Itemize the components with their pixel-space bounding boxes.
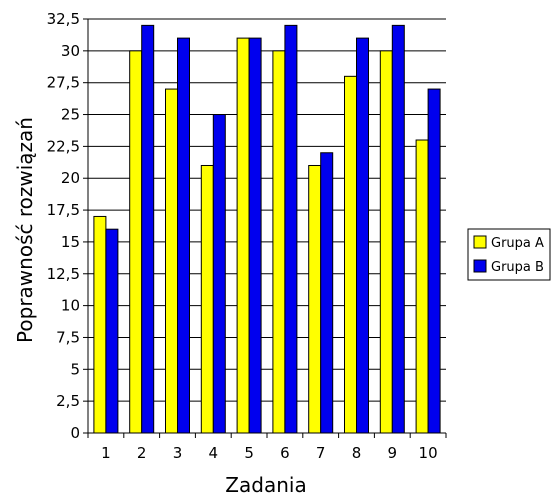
x-tick-labels: 1 2 3 4 5 6 7 8 9 10 — [101, 444, 438, 462]
y-tick-label: 15 — [61, 233, 80, 251]
y-tick-label: 7,5 — [56, 328, 80, 346]
y-tick-label: 32,5 — [47, 10, 80, 28]
bar-grupa-a — [200, 164, 214, 434]
y-tick-label: 10 — [61, 297, 80, 315]
x-tick-label: 5 — [244, 444, 254, 462]
bar-grupa-b — [212, 114, 226, 434]
y-tick-label: 25 — [61, 106, 80, 124]
x-tick-label: 9 — [388, 444, 398, 462]
y-tick-label: 12,5 — [47, 265, 80, 283]
x-tick-label: 8 — [352, 444, 362, 462]
bar-grupa-b — [427, 88, 441, 434]
legend-label-grupa-a: Grupa A — [491, 236, 544, 251]
bar-grupa-b — [141, 24, 155, 434]
x-tick-label: 1 — [101, 444, 111, 462]
legend-swatch-grupa-b — [473, 259, 487, 273]
x-axis-title: Zadania — [225, 473, 306, 497]
bar-grupa-a — [308, 164, 322, 434]
bar-grupa-b — [356, 37, 369, 434]
x-tick-label: 10 — [419, 444, 438, 462]
bar-grupa-b — [284, 24, 298, 434]
y-axis-title: Poprawność rozwiązań — [13, 117, 37, 343]
x-tick-label: 4 — [209, 444, 219, 462]
bar-grupa-a — [415, 139, 429, 434]
x-tick-label: 7 — [316, 444, 326, 462]
bar-grupa-b — [177, 37, 190, 434]
y-tick-label: 22,5 — [47, 137, 80, 155]
x-tick-label: 3 — [173, 444, 183, 462]
bar-grupa-a — [272, 50, 286, 434]
y-tick-label: 2,5 — [56, 392, 80, 410]
bar-grupa-a — [165, 88, 178, 434]
bar-grupa-b — [105, 228, 119, 434]
y-tick-label: 30 — [61, 42, 80, 60]
y-tick-labels: 0 2,5 5 7,5 10 12,5 15 17,5 20 22,5 25 27,5 30 32,5 — [47, 10, 88, 442]
bars — [93, 24, 441, 434]
x-tick-label: 2 — [137, 444, 147, 462]
bar-grupa-a — [379, 50, 393, 434]
axes — [87, 19, 447, 438]
bar-grupa-a — [129, 50, 143, 434]
y-tick-label: 20 — [61, 169, 80, 187]
y-tick-label: 0 — [70, 424, 80, 442]
x-tick-label: 6 — [280, 444, 290, 462]
y-tick-label: 27,5 — [47, 74, 80, 92]
bar-grupa-a — [236, 37, 250, 434]
legend-label-grupa-b: Grupa B — [491, 260, 544, 275]
y-tick-label: 5 — [70, 360, 80, 378]
bar-grupa-a — [344, 75, 357, 434]
y-tick-label: 17,5 — [47, 201, 80, 219]
bar-grupa-a — [93, 215, 107, 434]
bar-grupa-b — [391, 24, 405, 434]
legend-swatch-grupa-a — [473, 235, 487, 249]
legend: Grupa A Grupa B — [467, 228, 551, 281]
bar-grupa-b — [320, 152, 334, 434]
bar-grupa-b — [248, 37, 262, 434]
